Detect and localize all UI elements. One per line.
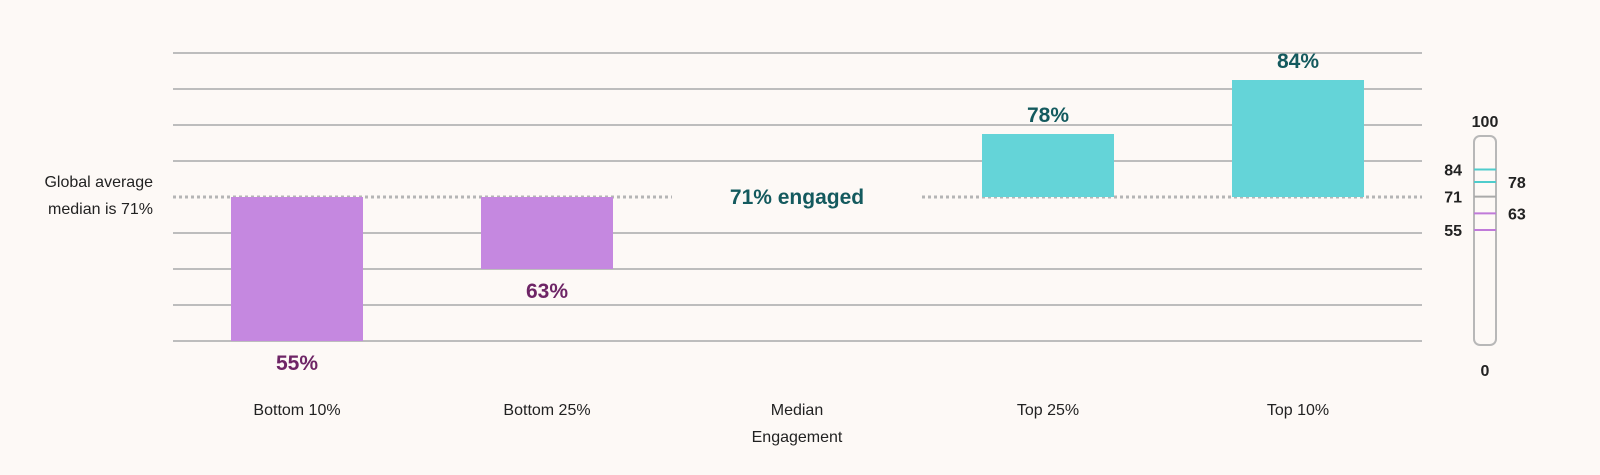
- bar-value-label: 84%: [1277, 50, 1319, 73]
- bar-value-label: 63%: [526, 280, 568, 303]
- gauge-tick-label: 84: [1444, 162, 1462, 179]
- gauge-tick-label: 63: [1508, 206, 1526, 223]
- bar: [1232, 80, 1364, 197]
- baseline-side-label: Global average: [44, 174, 153, 191]
- gauge-tick-label: 55: [1444, 223, 1462, 240]
- category-label: Bottom 10%: [253, 402, 340, 419]
- bar-value-label: 55%: [276, 352, 318, 375]
- category-label: Median: [771, 402, 823, 419]
- bar: [231, 197, 363, 341]
- gauge-track: [1473, 135, 1497, 346]
- bar-value-label: 78%: [1027, 104, 1069, 127]
- gauge-tick-label: 78: [1508, 175, 1526, 192]
- baseline-side-label: median is 71%: [48, 201, 153, 218]
- category-label: Top 25%: [1017, 402, 1079, 419]
- bar: [982, 134, 1114, 197]
- gauge-tick-label: 71: [1444, 190, 1462, 207]
- category-label: Top 10%: [1267, 402, 1329, 419]
- gauge-max-label: 100: [1472, 114, 1499, 131]
- median-label: 71% engaged: [730, 186, 864, 209]
- category-label: Bottom 25%: [503, 402, 590, 419]
- bar: [481, 197, 613, 269]
- gauge-min-label: 0: [1481, 363, 1490, 380]
- category-label: Engagement: [752, 429, 843, 446]
